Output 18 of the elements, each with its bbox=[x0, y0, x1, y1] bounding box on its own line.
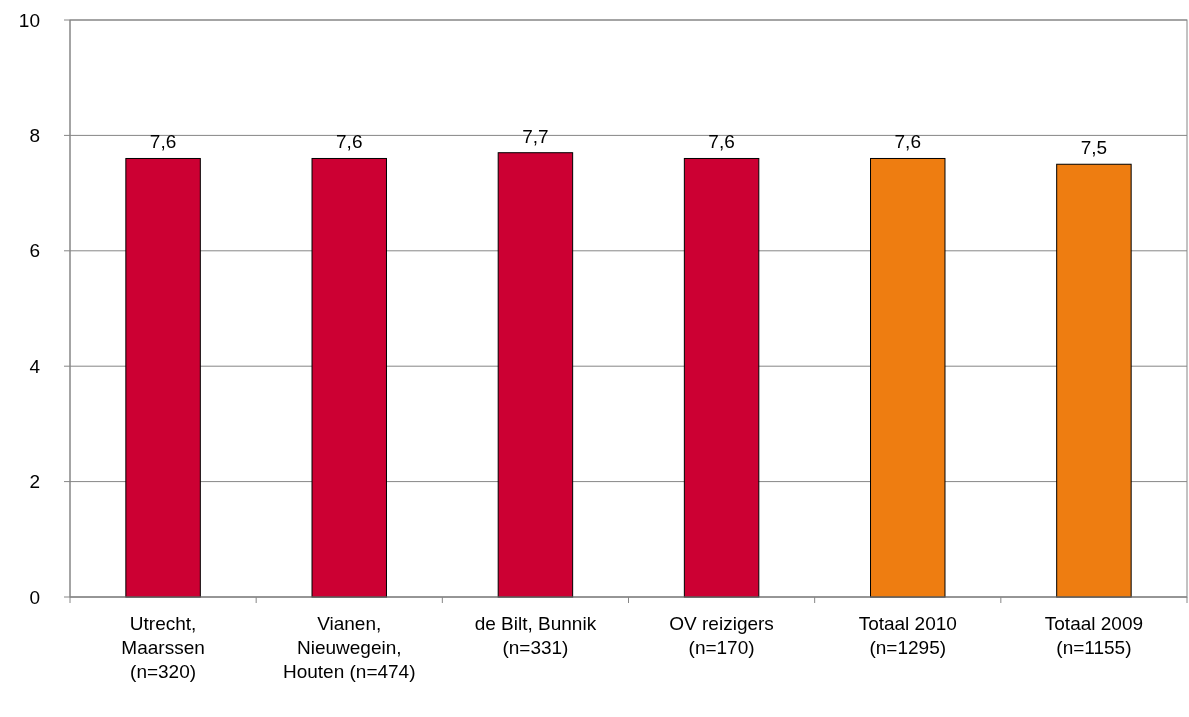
x-tick-label: Totaal 2009 (n=1155) bbox=[1044, 613, 1144, 658]
y-tick-label: 0 bbox=[29, 586, 40, 608]
x-tick-label: Vianen, Nieuwegein, Houten (n=474) bbox=[282, 613, 416, 682]
data-label: 7,6 bbox=[149, 131, 177, 153]
x-tick-label: Totaal 2010 (n=1295) bbox=[858, 613, 957, 658]
data-label: 7,7 bbox=[522, 125, 549, 147]
data-label: 7,6 bbox=[708, 131, 735, 153]
y-tick-label: 10 bbox=[18, 9, 40, 31]
data-label: 7,6 bbox=[336, 131, 363, 153]
y-tick-label: 8 bbox=[29, 125, 40, 147]
x-tick-label: OV reizigers (n=170) bbox=[669, 613, 774, 658]
y-tick-label: 6 bbox=[29, 240, 40, 262]
y-tick-label: 4 bbox=[29, 355, 41, 377]
data-label: 7,5 bbox=[1080, 137, 1108, 159]
data-label: 7,6 bbox=[894, 131, 921, 153]
x-tick-label: Utrecht, Maarssen (n=320) bbox=[121, 613, 205, 682]
x-tick-label: de Bilt, Bunnik (n=331) bbox=[474, 613, 597, 658]
y-tick-label: 2 bbox=[29, 471, 40, 493]
